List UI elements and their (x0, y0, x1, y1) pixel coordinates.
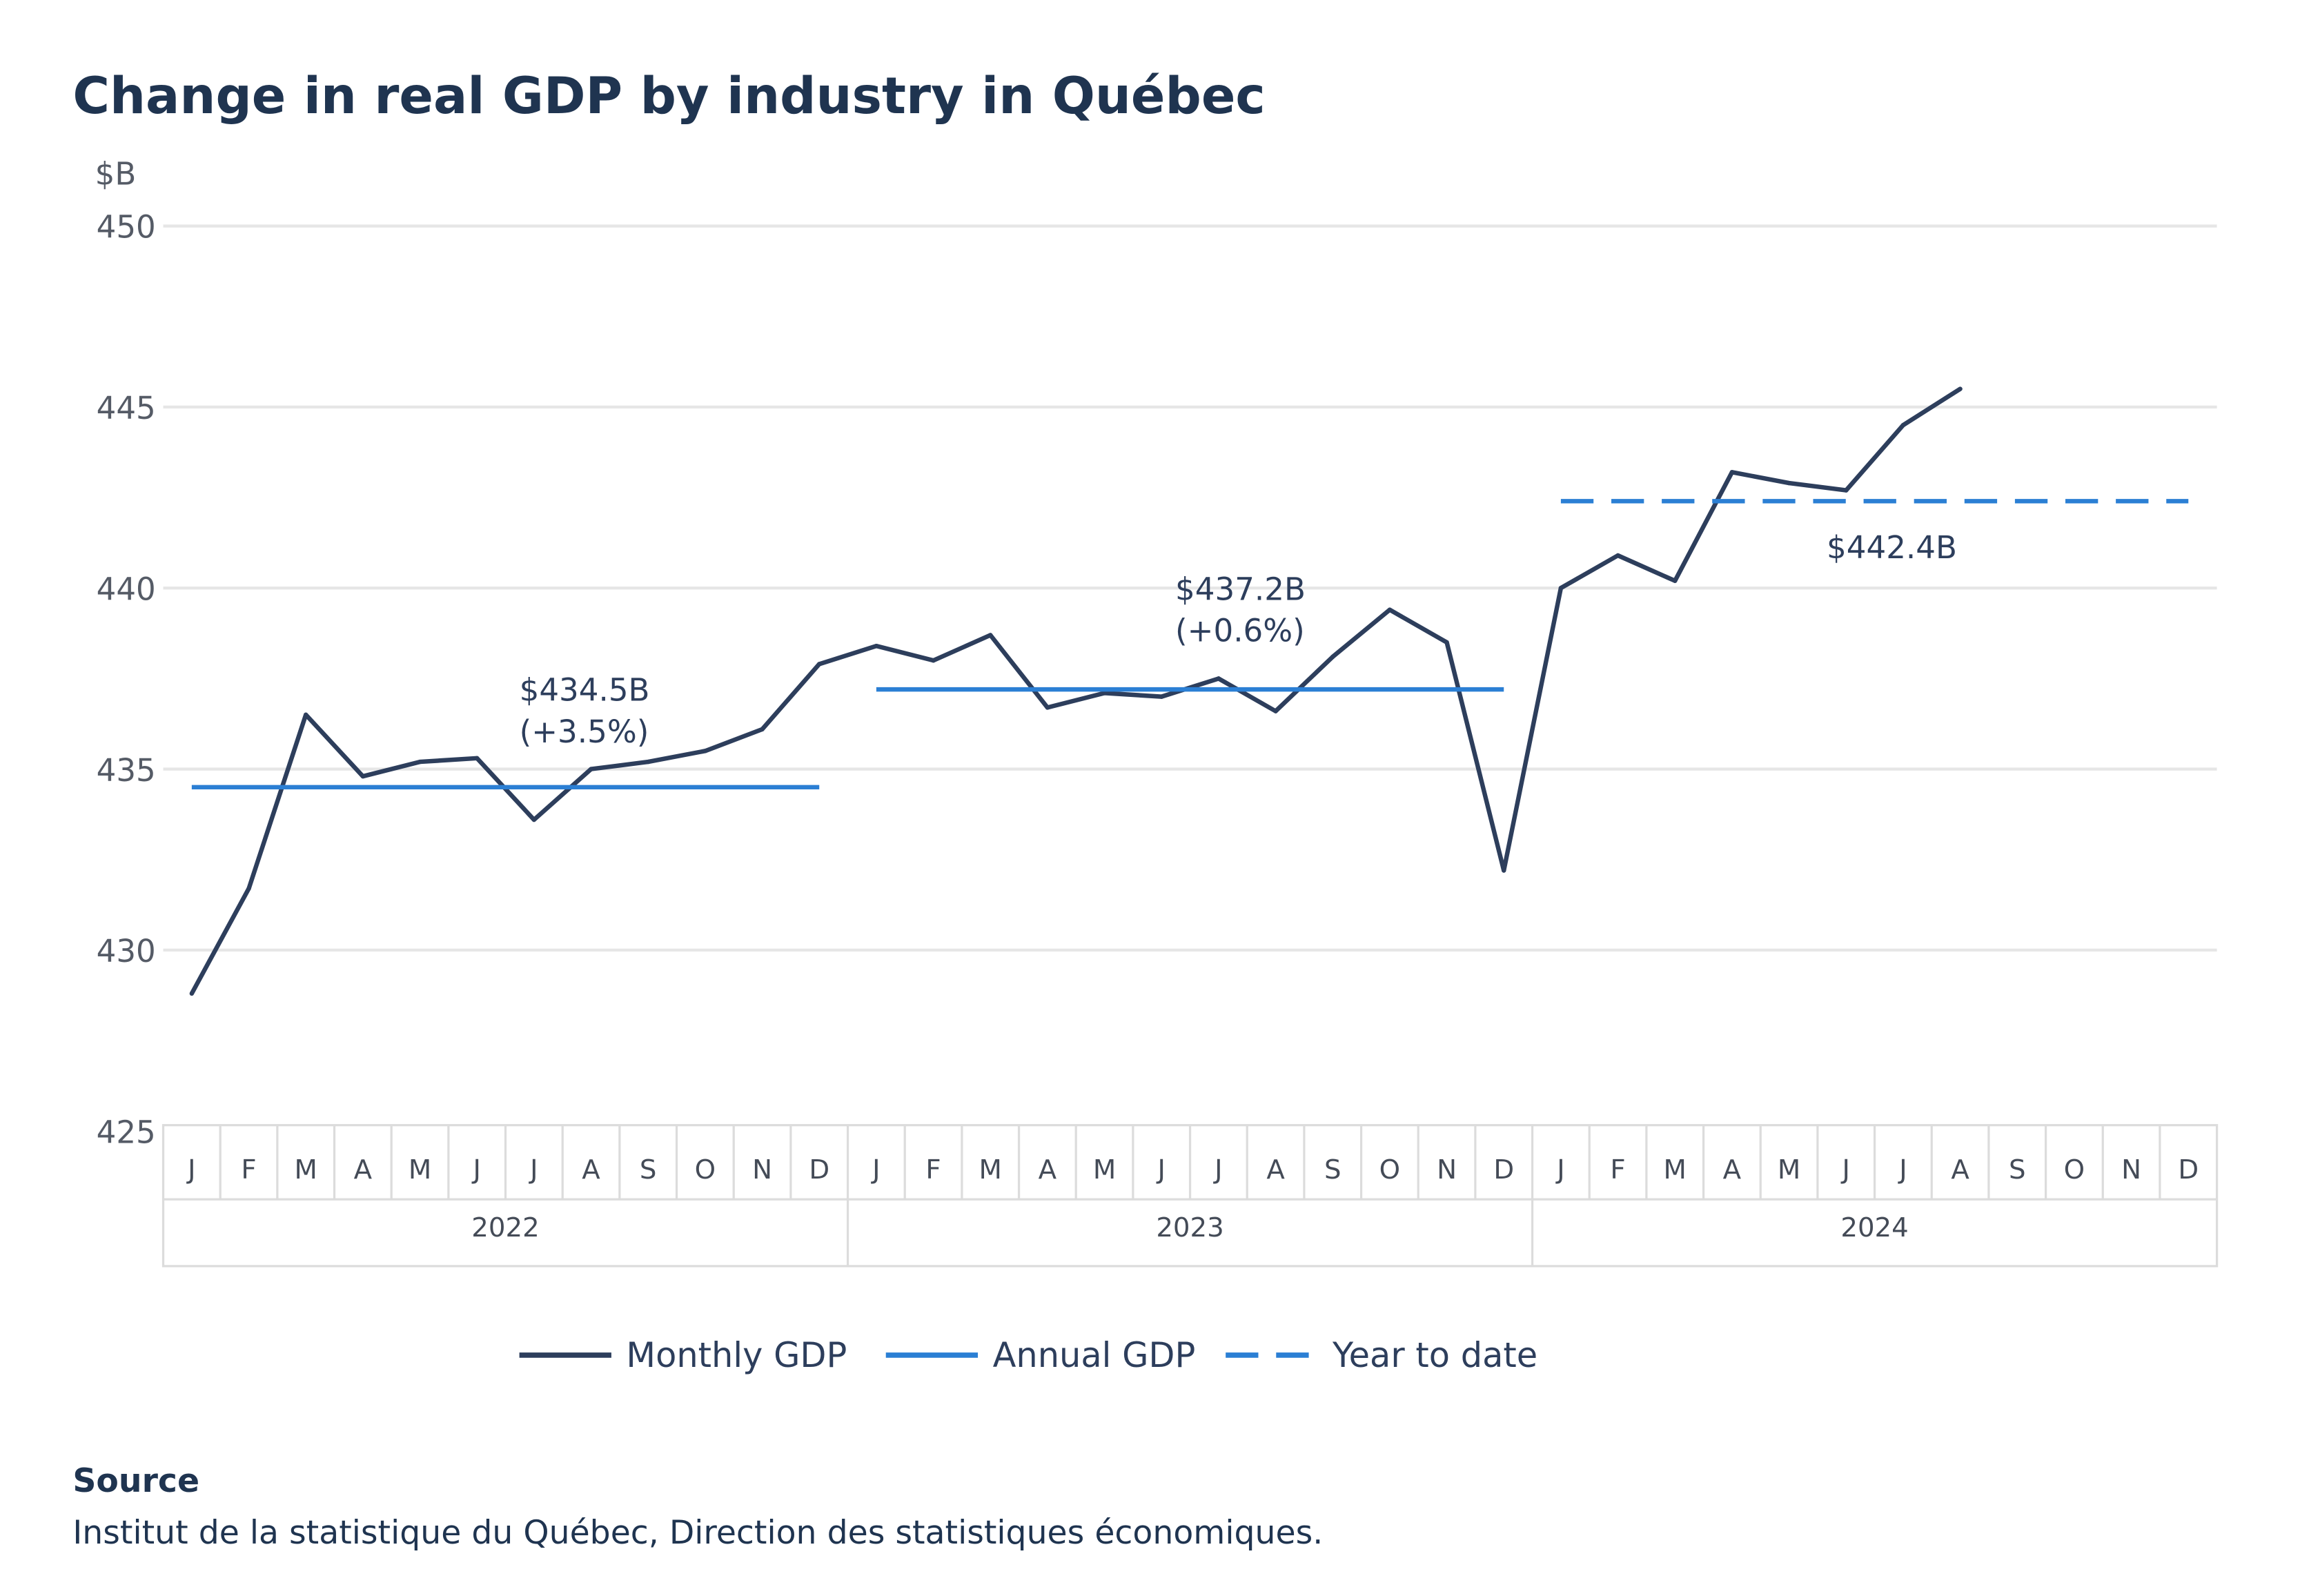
monthly-gdp-point (246, 886, 251, 891)
month-tick-label: D (2178, 1154, 2199, 1185)
month-tick-label: D (809, 1154, 829, 1185)
monthly-gdp-point (816, 662, 822, 667)
month-tick-label: F (241, 1154, 256, 1185)
month-tick-label: M (1778, 1154, 1800, 1185)
monthly-gdp-point (303, 712, 308, 718)
annotation-label: $437.2B (1175, 571, 1306, 607)
monthly-gdp-point (987, 633, 993, 638)
month-tick-label: M (1664, 1154, 1687, 1185)
year-tick-label: 2023 (1156, 1212, 1223, 1243)
y-tick-label: 445 (97, 390, 156, 426)
month-tick-label: J (1555, 1154, 1564, 1185)
monthly-gdp-point (417, 759, 422, 765)
month-tick-label: N (1437, 1154, 1457, 1185)
monthly-gdp-point (189, 991, 195, 996)
y-tick-label: 435 (97, 752, 156, 789)
legend-label: Annual GDP (993, 1335, 1196, 1375)
month-tick-label: A (1039, 1154, 1057, 1185)
monthly-gdp-point (1444, 640, 1449, 645)
month-tick-label: A (1723, 1154, 1742, 1185)
monthly-gdp-point (702, 749, 708, 753)
annotation-label: $442.4B (1827, 529, 1957, 566)
month-tick-label: A (582, 1154, 600, 1185)
month-tick-label: S (2009, 1154, 2026, 1185)
monthly-gdp-point (1102, 691, 1107, 696)
month-tick-label: O (2064, 1154, 2085, 1185)
month-tick-label: J (1157, 1154, 1166, 1185)
y-tick-label: 430 (97, 933, 156, 969)
annotation-label: $434.5B (520, 672, 650, 709)
annotation-label: (+3.5%) (520, 713, 649, 750)
source-heading: Source (72, 1462, 199, 1500)
monthly-gdp-point (1673, 578, 1678, 583)
legend-label: Monthly GDP (626, 1335, 847, 1375)
year-tick-label: 2022 (471, 1212, 539, 1243)
month-tick-label: A (354, 1154, 373, 1185)
monthly-gdp-point (589, 767, 593, 771)
monthly-gdp-point (1844, 488, 1849, 493)
month-tick-label: F (925, 1154, 941, 1185)
source-text: Institut de la statistique du Québec, Di… (72, 1514, 1323, 1552)
monthly-gdp-point (531, 817, 537, 822)
month-tick-label: O (695, 1154, 716, 1185)
monthly-gdp-point (1216, 676, 1221, 681)
monthly-gdp-point (645, 759, 651, 765)
month-tick-label: J (471, 1154, 480, 1185)
monthly-gdp-point (1502, 868, 1506, 873)
monthly-gdp-point (1045, 705, 1050, 710)
monthly-gdp-point (1159, 694, 1164, 699)
month-tick-label: A (1266, 1154, 1285, 1185)
month-tick-label: N (2121, 1154, 2141, 1185)
month-tick-label: J (529, 1154, 538, 1185)
month-tick-label: J (1213, 1154, 1222, 1185)
month-tick-label: S (1324, 1154, 1341, 1185)
monthly-gdp-point (760, 727, 765, 732)
monthly-gdp-point (1558, 586, 1564, 591)
month-tick-label: M (295, 1154, 317, 1185)
y-axis-label: $B (95, 155, 137, 192)
year-tick-label: 2024 (1840, 1212, 1908, 1243)
month-tick-label: J (871, 1154, 880, 1185)
monthly-gdp-point (1900, 422, 1906, 428)
monthly-gdp-point (1958, 386, 1963, 391)
month-tick-label: M (979, 1154, 1002, 1185)
month-tick-label: J (186, 1154, 195, 1185)
y-tick-label: 450 (97, 209, 156, 246)
monthly-gdp-point (1273, 709, 1278, 713)
y-tick-label: 425 (97, 1114, 156, 1150)
monthly-gdp-line (190, 386, 1962, 995)
month-tick-label: N (752, 1154, 772, 1185)
month-tick-label: D (1493, 1154, 1514, 1185)
month-tick-label: M (409, 1154, 431, 1185)
annotation-label: (+0.6%) (1175, 613, 1305, 649)
legend-label: Year to date (1332, 1335, 1537, 1375)
monthly-gdp-point (931, 658, 936, 663)
month-tick-label: F (1610, 1154, 1625, 1185)
y-tick-label: 440 (97, 571, 156, 607)
monthly-gdp-point (474, 756, 480, 761)
monthly-gdp-point (1787, 480, 1791, 486)
monthly-gdp-point (360, 774, 366, 779)
month-tick-label: J (1841, 1154, 1850, 1185)
monthly-gdp-point (1729, 470, 1735, 475)
monthly-gdp-point (1615, 553, 1620, 558)
monthly-gdp-point (1330, 654, 1335, 660)
month-tick-label: J (1898, 1154, 1907, 1185)
month-tick-label: M (1093, 1154, 1116, 1185)
monthly-gdp-point (874, 643, 879, 649)
chart-title: Change in real GDP by industry in Québec (72, 67, 1265, 126)
month-tick-label: O (1379, 1154, 1400, 1185)
month-tick-label: A (1951, 1154, 1969, 1185)
month-tick-label: S (640, 1154, 657, 1185)
monthly-gdp-point (1387, 607, 1393, 612)
